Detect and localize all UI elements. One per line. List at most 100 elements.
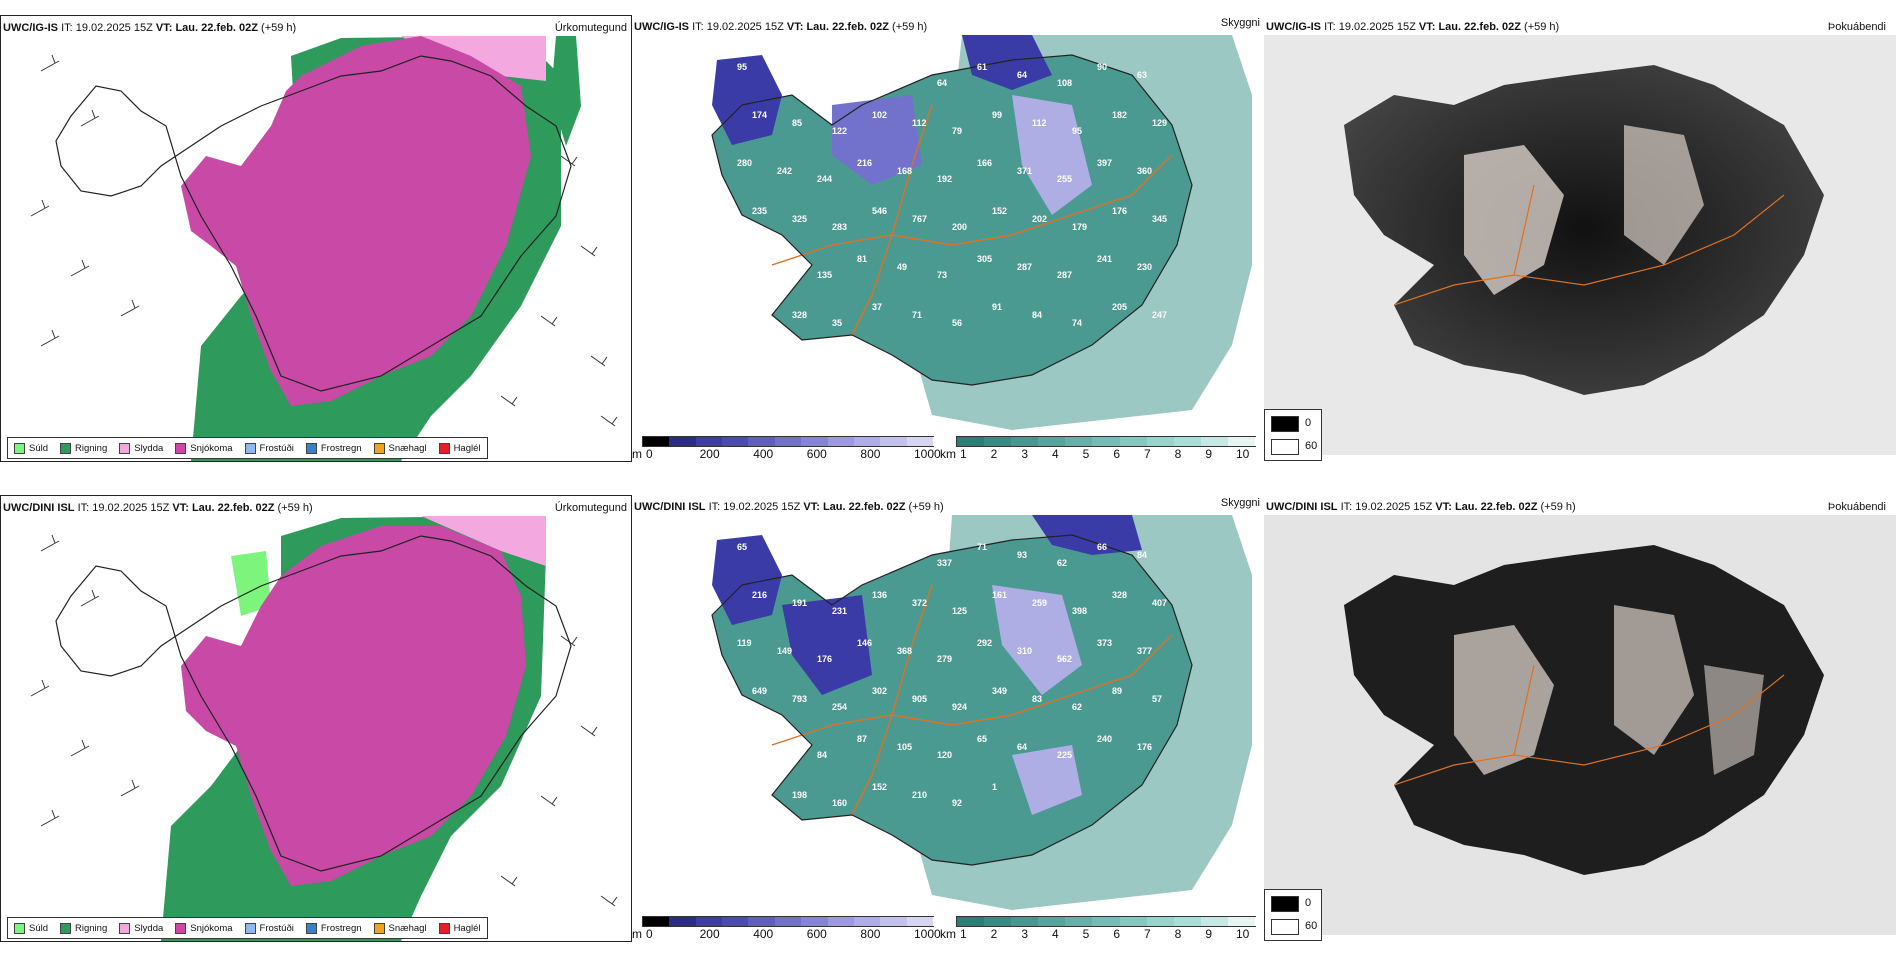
colorbar-tick-label: 8 bbox=[1174, 927, 1182, 941]
colorbar-segments bbox=[642, 436, 934, 447]
colorbar-tick-label: 7 bbox=[1144, 927, 1151, 941]
colorbar-segment bbox=[801, 917, 829, 926]
legend-item: Súld bbox=[14, 922, 48, 934]
visibility-colorbar: km 1 2 3 4 5 6 7 8 9 10 bbox=[940, 916, 1256, 941]
cloud-base-label: 371 bbox=[1017, 166, 1032, 176]
cloud-base-label: 152 bbox=[992, 206, 1007, 216]
colorbar-segments bbox=[956, 916, 1256, 927]
fog-legend-low-label: 0 bbox=[1305, 417, 1312, 429]
cloud-base-label: 562 bbox=[1057, 654, 1072, 664]
cloud-base-label: 152 bbox=[872, 782, 887, 792]
rain-area-east bbox=[551, 36, 581, 146]
legend-item: Snjókoma bbox=[175, 922, 233, 934]
colorbar-tick-label: 200 bbox=[699, 927, 720, 941]
colorbar-tick-label: 2 bbox=[990, 927, 998, 941]
colorbar-tick-label: 9 bbox=[1205, 447, 1213, 461]
cloud-base-label: 205 bbox=[1112, 302, 1127, 312]
cloud-base-label: 924 bbox=[952, 702, 967, 712]
cloud-base-label: 54 bbox=[857, 542, 867, 552]
visibility-ceiling-map: 65 55 390 54 53 337 71 93 62 66 84 216 191 231 136 372 1… bbox=[711, 515, 1252, 910]
cloud-base-label: 91 bbox=[992, 302, 1002, 312]
panel-field-name: Úrkomutegund bbox=[554, 22, 627, 34]
cloud-base-label: 146 bbox=[857, 638, 872, 648]
cloud-base-label: 345 bbox=[1152, 214, 1167, 224]
colorbar-unit: km bbox=[940, 927, 956, 941]
cloud-base-label: 125 bbox=[952, 606, 967, 616]
legend-swatch bbox=[119, 442, 131, 454]
colorbar-tick-label: 7 bbox=[1144, 447, 1151, 461]
row1-precip-panel: UWC/IG-IS IT: 19.02.2025 15Z VT: Lau. 22… bbox=[0, 15, 632, 462]
cloud-base-label: 328 bbox=[1112, 590, 1127, 600]
cloud-base-label: 216 bbox=[857, 158, 872, 168]
fog-light-band bbox=[1704, 665, 1764, 775]
cloud-base-labels: 95 64 58 93 67 64 61 64 108 90 63 174 85 122 102 112 79 9… bbox=[737, 62, 1167, 328]
panel-field-name: Skyggni bbox=[1220, 17, 1260, 29]
fog-light-band bbox=[1624, 125, 1704, 265]
colorbar-segment bbox=[1146, 917, 1175, 926]
colorbar-segment bbox=[957, 917, 986, 926]
cloud-base-label: 112 bbox=[1032, 118, 1047, 128]
colorbar-segment bbox=[853, 917, 882, 926]
cloud-base-label: 793 bbox=[792, 694, 807, 704]
cloud-base-label: 79 bbox=[952, 126, 962, 136]
cloud-base-label: 176 bbox=[1137, 742, 1152, 752]
colorbar-unit: km bbox=[940, 447, 956, 461]
colorbar-segment bbox=[984, 917, 1013, 926]
colorbar-segment bbox=[1173, 437, 1202, 446]
cloud-base-label: 182 bbox=[1112, 110, 1127, 120]
legend-swatch bbox=[438, 442, 450, 454]
legend-item: Súld bbox=[14, 442, 48, 454]
panel-title: UWC/IG-IS IT: 19.02.2025 15Z VT: Lau. 22… bbox=[1266, 21, 1560, 33]
cloud-base-label: 66 bbox=[1097, 542, 1107, 552]
cloud-base-label: 286 bbox=[752, 302, 767, 312]
row2-precip-panel: UWC/DINI ISL IT: 19.02.2025 15Z VT: Lau.… bbox=[0, 495, 632, 942]
fog-legend: 0 60 bbox=[1264, 409, 1322, 461]
cloud-base-label: 377 bbox=[1137, 646, 1152, 656]
fog-light-band bbox=[1614, 605, 1694, 755]
colorbar-tick-label: 4 bbox=[1052, 927, 1059, 941]
cloud-base-label: 216 bbox=[752, 590, 767, 600]
coastline bbox=[711, 54, 1193, 386]
colorbar-segment bbox=[774, 437, 803, 446]
row1-visibility-panel: UWC/IG-IS IT: 19.02.2025 15Z VT: Lau. 22… bbox=[632, 15, 1264, 462]
colorbar-segment bbox=[853, 437, 882, 446]
cloud-base-label: 119 bbox=[737, 638, 752, 648]
panel-title: UWC/DINI ISL IT: 19.02.2025 15Z VT: Lau.… bbox=[1266, 501, 1576, 513]
colorbar-tick-label: 10 bbox=[1236, 447, 1250, 461]
cloud-base-label: 92 bbox=[952, 798, 962, 808]
legend-swatch bbox=[438, 922, 450, 934]
colorbar-segment bbox=[695, 917, 724, 926]
cloud-base-label: 407 bbox=[1152, 598, 1167, 608]
cloud-base-label: 95 bbox=[737, 62, 747, 72]
cloud-base-label: 280 bbox=[737, 158, 752, 168]
panel-field-name: Úrkomutegund bbox=[554, 502, 627, 514]
fog-index-map bbox=[1264, 515, 1896, 935]
cloud-base-label: 49 bbox=[897, 262, 907, 272]
cloud-base-label: 83 bbox=[1032, 694, 1042, 704]
legend-item: Frostregn bbox=[305, 442, 362, 454]
legend-swatch bbox=[60, 922, 72, 934]
cloud-base-label: 390 bbox=[817, 558, 832, 568]
fog-legend-high-label: 60 bbox=[1305, 440, 1318, 452]
cloud-base-label: 122 bbox=[832, 126, 847, 136]
cloud-base-label: 64 bbox=[1017, 70, 1027, 80]
cloud-base-label: 372 bbox=[912, 598, 927, 608]
colorbar-tick-label: 200 bbox=[699, 447, 720, 461]
cloud-base-label: 398 bbox=[1072, 606, 1087, 616]
colorbar-segment bbox=[1092, 437, 1121, 446]
cloud-base-label: 198 bbox=[792, 790, 807, 800]
cloud-base-label: 99 bbox=[992, 110, 1002, 120]
fog-legend: 0 60 bbox=[1264, 889, 1322, 941]
colorbar-segment bbox=[695, 437, 724, 446]
colorbar-segment bbox=[1038, 917, 1067, 926]
precip-legend: Súld Rigning Slydda Snjókoma Frostúði Fr… bbox=[7, 917, 488, 939]
cloud-base-label: 74 bbox=[1072, 318, 1082, 328]
cloud-base-label: 240 bbox=[1097, 734, 1112, 744]
fog-legend-low-swatch bbox=[1271, 416, 1299, 432]
precip-type-map bbox=[30, 36, 618, 461]
legend-item: Slydda bbox=[119, 442, 163, 454]
cloud-base-label: 397 bbox=[1097, 158, 1112, 168]
cloud-base-label: 368 bbox=[897, 646, 912, 656]
panel-field-name: Skyggni bbox=[1220, 497, 1260, 509]
roads bbox=[771, 104, 1173, 336]
